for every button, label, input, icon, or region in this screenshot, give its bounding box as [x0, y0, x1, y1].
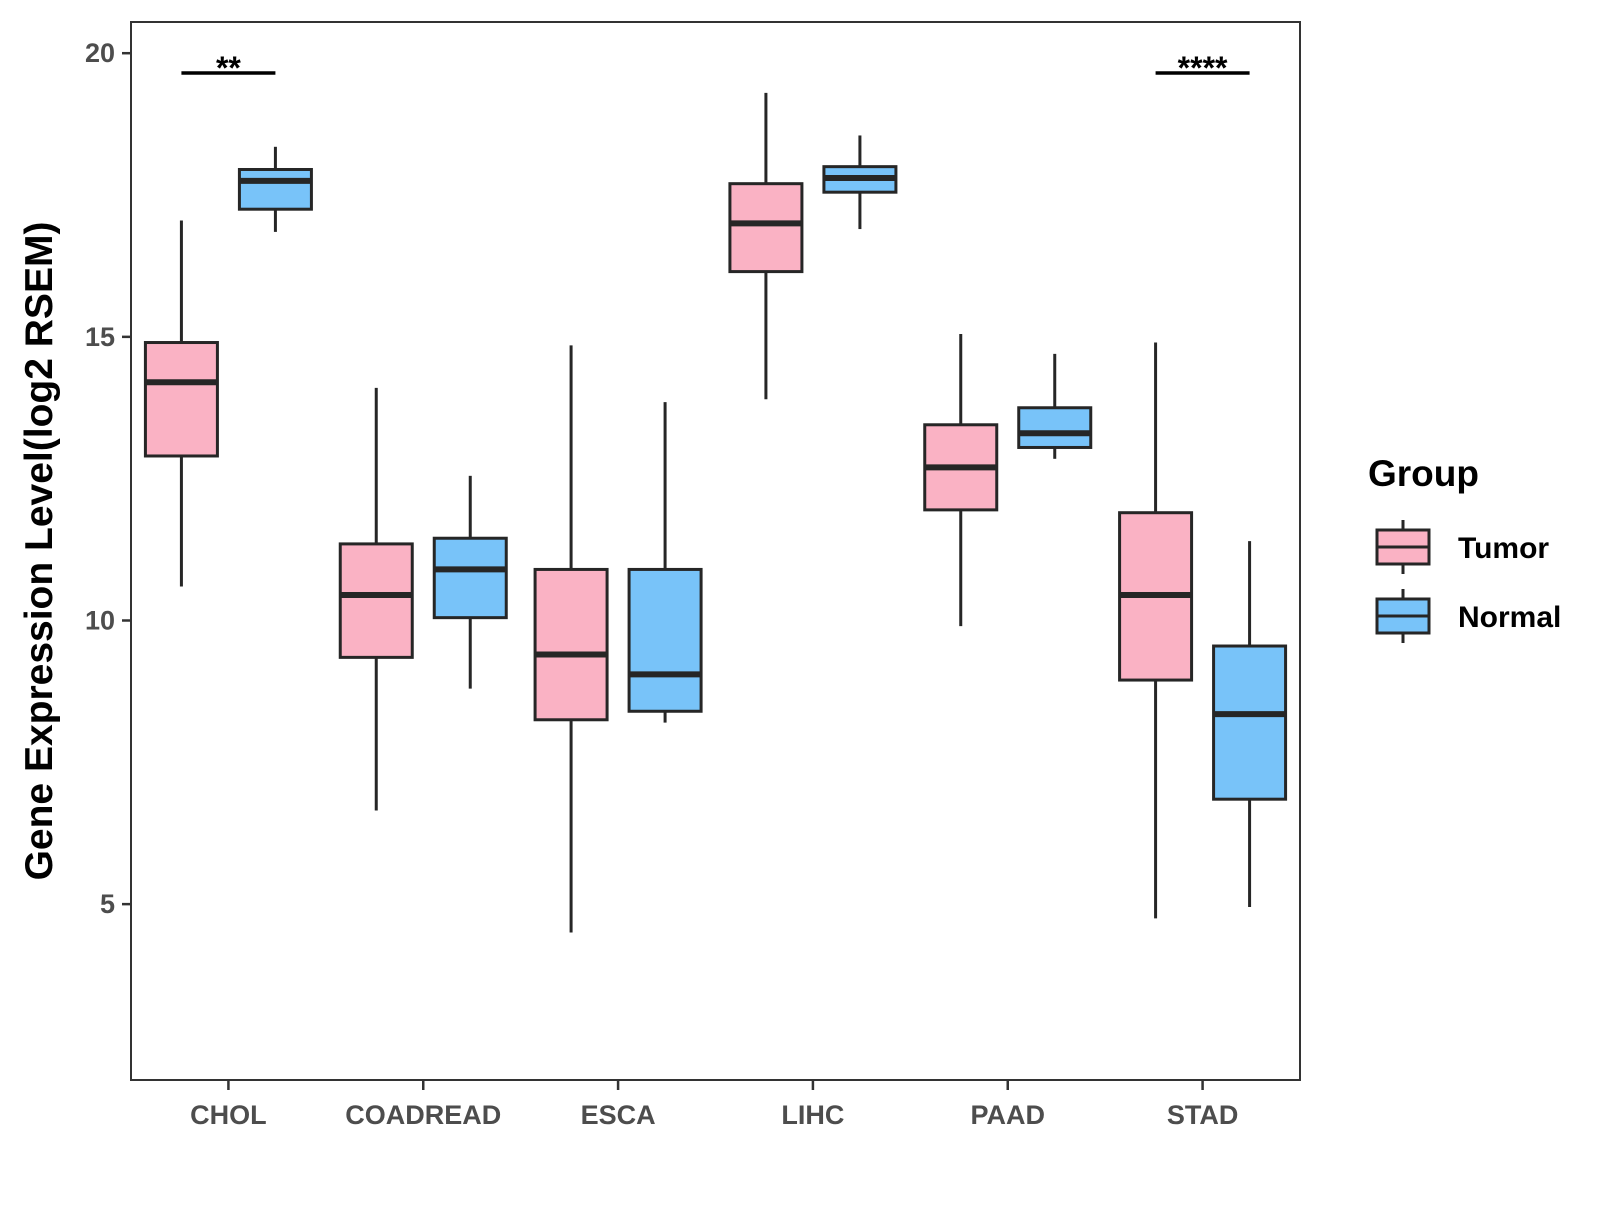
x-tick-label: CHOL	[190, 1100, 267, 1130]
y-axis: 5 10 15 20	[85, 38, 131, 919]
legend-key-normal	[1375, 589, 1431, 643]
box-normal-chol	[237, 146, 313, 232]
box-body	[1212, 644, 1288, 801]
box-tumor-lihc	[728, 92, 804, 400]
significance-label: **	[216, 50, 241, 86]
box-tumor-chol	[143, 220, 219, 587]
box-body	[627, 567, 703, 713]
box-normal-lihc	[822, 135, 898, 230]
box-series	[143, 92, 1288, 933]
box-body	[432, 536, 508, 620]
legend-title: Group	[1368, 453, 1479, 494]
box-body	[143, 341, 219, 458]
box-normal-paad	[1017, 353, 1093, 459]
y-tick-label: 10	[85, 605, 115, 635]
box-tumor-esca	[533, 345, 609, 933]
plot-panel	[130, 21, 1301, 1081]
box-body	[338, 542, 414, 659]
x-tick-label: STAD	[1167, 1100, 1239, 1130]
box-body	[728, 182, 804, 274]
legend-key-tumor	[1375, 520, 1431, 574]
box-tumor-coadread	[338, 387, 414, 811]
legend-label-tumor: Tumor	[1458, 532, 1549, 565]
box-body	[1017, 406, 1093, 449]
significance-label: ****	[1178, 50, 1228, 86]
y-tick-label: 15	[85, 322, 115, 352]
box-tumor-stad	[1118, 342, 1194, 919]
x-tick-label: ESCA	[581, 1100, 656, 1130]
y-axis-title: Gene Expression Level(log2 RSEM)	[18, 222, 61, 881]
y-tick-label: 5	[100, 889, 115, 919]
box-normal-esca	[627, 402, 703, 723]
box-body	[533, 567, 609, 722]
significance-annotations: ** ****	[181, 50, 1250, 86]
box-tumor-paad	[923, 334, 999, 627]
x-axis: CHOL COADREAD ESCA LIHC PAAD STAD	[190, 1080, 1238, 1130]
box-body	[237, 167, 313, 211]
x-tick-label: PAAD	[970, 1100, 1045, 1130]
box-normal-coadread	[432, 475, 508, 689]
y-tick-label: 20	[85, 38, 115, 68]
x-tick-label: LIHC	[781, 1100, 844, 1130]
legend-label-normal: Normal	[1458, 601, 1561, 634]
x-tick-label: COADREAD	[345, 1100, 501, 1130]
box-normal-stad	[1212, 541, 1288, 907]
legend: Group Tumor Normal	[1368, 453, 1561, 643]
